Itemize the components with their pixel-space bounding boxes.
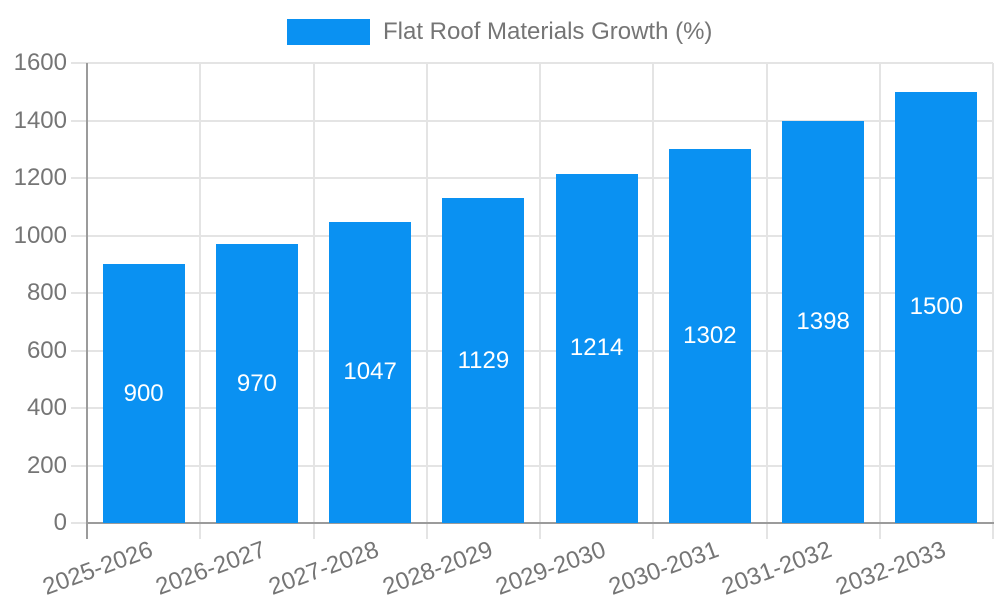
x-gridline (539, 63, 541, 539)
x-gridline (652, 63, 655, 539)
x-axis-line (86, 522, 994, 524)
bar-value-label: 1500 (909, 293, 964, 321)
y-axis-label: 800 (26, 279, 67, 306)
bar-value-label: 1129 (457, 346, 510, 374)
y-gridline (71, 464, 993, 467)
legend-swatch (287, 19, 370, 45)
x-gridline (312, 63, 315, 539)
y-axis-label: 1200 (13, 164, 67, 191)
y-gridline (71, 119, 993, 122)
y-axis-label: 200 (26, 451, 67, 479)
x-axis-label: 2032-2033 (831, 536, 949, 600)
x-gridline (992, 63, 994, 539)
bar-value-label: 1302 (683, 321, 737, 349)
bar-value-label: 970 (236, 369, 277, 397)
y-axis-label: 1000 (13, 221, 67, 249)
bar (668, 148, 751, 523)
y-tick (71, 522, 87, 524)
bar (442, 198, 525, 523)
bar-value-label: 900 (123, 379, 164, 407)
x-gridline (425, 63, 428, 539)
bar (215, 244, 298, 523)
bar-value-label: 1214 (569, 334, 624, 362)
y-gridline (71, 292, 993, 294)
bar-value-label: 1398 (796, 308, 850, 336)
y-axis-label: 600 (26, 336, 67, 364)
x-axis-label: 2026-2027 (152, 536, 270, 600)
bar (102, 264, 185, 523)
y-gridline (71, 62, 993, 64)
bar (782, 121, 865, 523)
y-axis-label: 1600 (13, 49, 67, 76)
y-gridline (71, 234, 993, 237)
bar-value-label: 1047 (343, 358, 397, 386)
bar (555, 173, 638, 523)
x-axis-label: 2030-2031 (605, 536, 723, 600)
bar (329, 221, 412, 523)
x-axis-label: 2029-2030 (492, 536, 610, 600)
bar (895, 91, 978, 523)
y-gridline (71, 407, 993, 409)
x-axis-label: 2025-2026 (39, 536, 157, 600)
x-axis-label: 2028-2029 (378, 536, 496, 600)
x-gridline (765, 63, 768, 539)
x-gridline (199, 63, 202, 539)
y-gridline (71, 177, 993, 179)
x-axis-label: 2031-2032 (718, 536, 836, 600)
y-gridline (71, 349, 993, 352)
x-gridline (878, 63, 881, 539)
y-axis-label: 1400 (13, 106, 67, 134)
y-axis-label: 400 (26, 394, 67, 421)
x-axis-label: 2027-2028 (265, 536, 383, 600)
y-axis-line (86, 63, 88, 539)
legend-label: Flat Roof Materials Growth (%) (383, 18, 713, 45)
legend: Flat Roof Materials Growth (%) (287, 19, 712, 45)
y-axis-label: 0 (53, 509, 67, 536)
